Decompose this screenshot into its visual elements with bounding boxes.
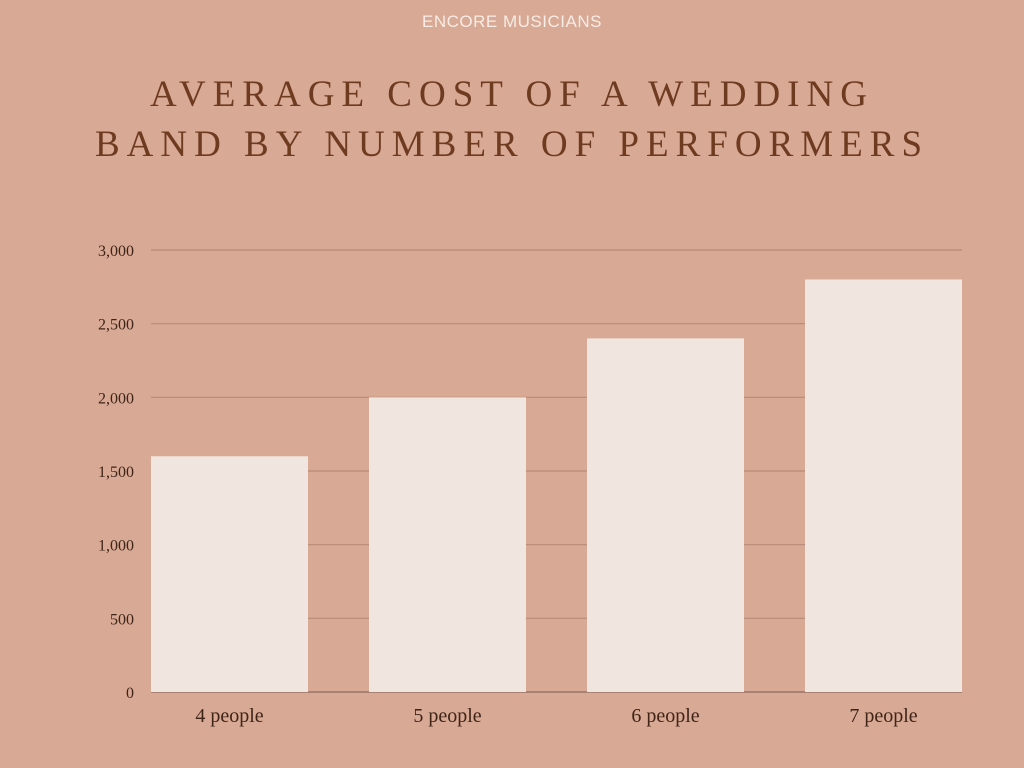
x-category-label: 5 people [413,705,481,727]
y-tick-label: 0 [126,685,134,702]
x-category-label: 7 people [849,705,917,727]
chart-title-line-1: AVERAGE COST OF A WEDDING [150,74,874,115]
y-tick-label: 2,500 [98,317,134,334]
bar-5-people [369,397,526,692]
y-tick-label: 3,000 [98,243,134,260]
y-axis-ticks: 0 500 1,000 1,500 2,000 2,500 3,000 [98,243,134,702]
bar-6-people [587,338,744,692]
bar-7-people [805,279,962,692]
x-axis-labels: 4 people 5 people 6 people 7 people [195,705,917,727]
x-category-label: 6 people [631,705,699,727]
brand-name: ENCORE MUSICIANS [422,12,602,31]
y-tick-label: 500 [110,611,134,628]
bar-4-people [151,456,308,692]
x-category-label: 4 people [195,705,263,727]
chart-title-line-2: BAND BY NUMBER OF PERFORMERS [94,124,930,165]
y-tick-label: 1,000 [98,538,134,555]
y-tick-label: 1,500 [98,464,134,481]
bars [151,279,962,692]
y-tick-label: 2,000 [98,390,134,407]
chart-title: AVERAGE COST OF A WEDDING BAND BY NUMBER… [62,70,962,170]
